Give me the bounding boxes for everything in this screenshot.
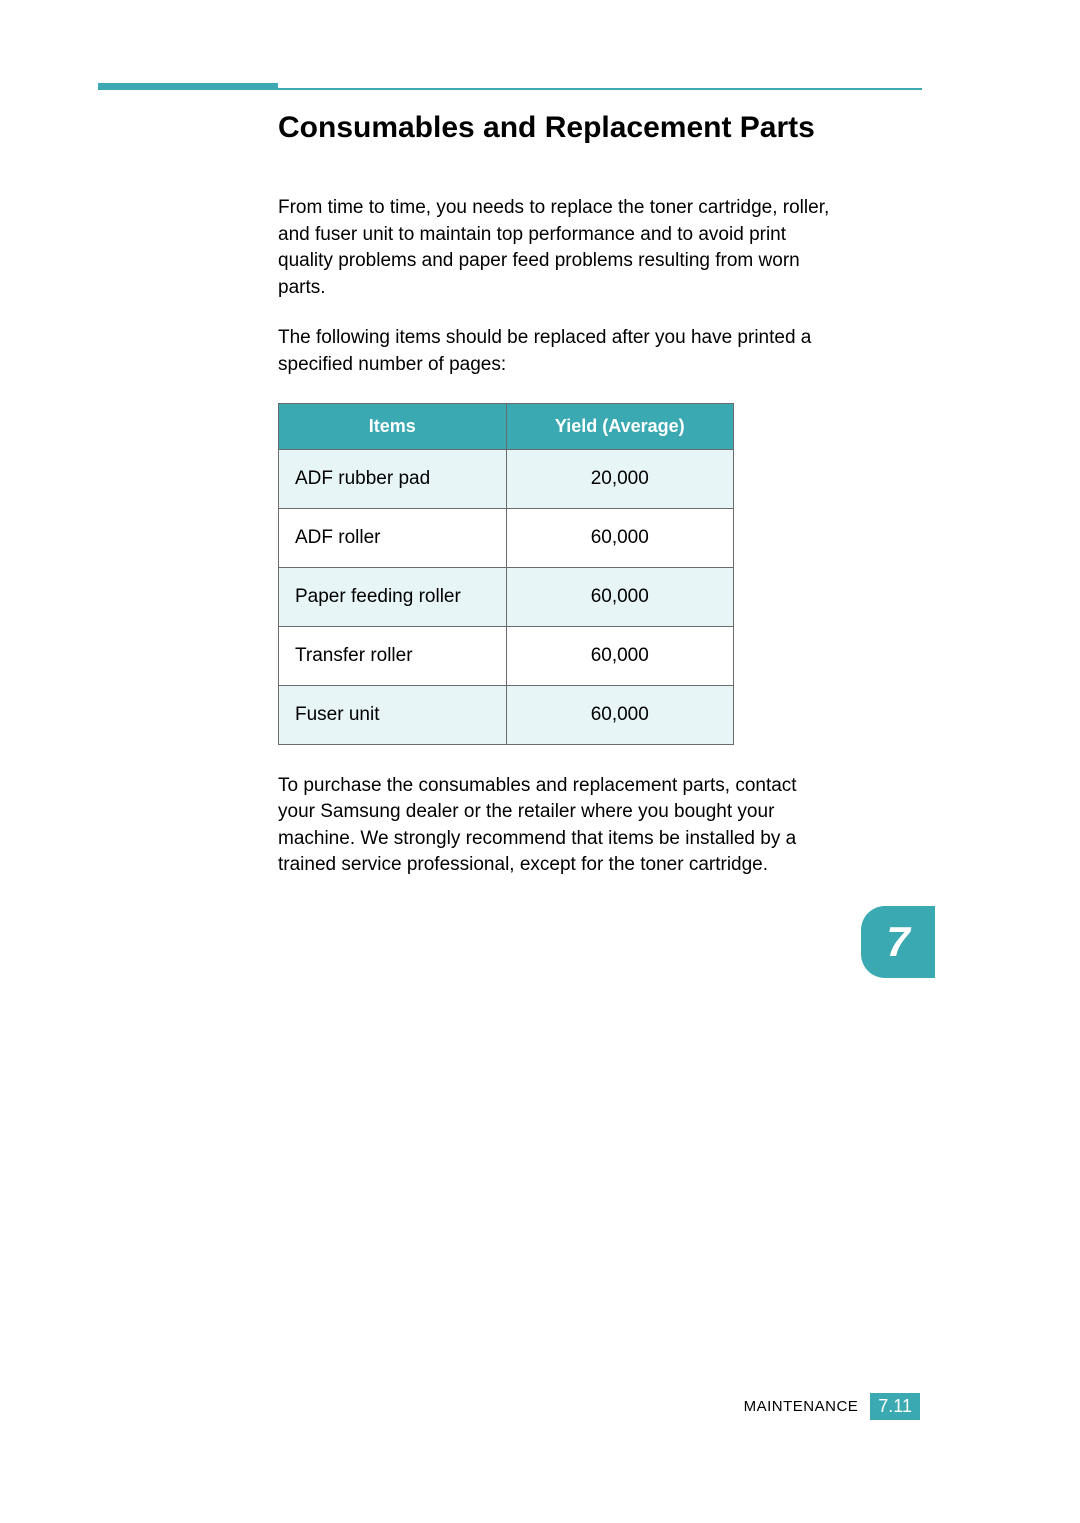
chapter-number: 7 <box>886 918 909 966</box>
cell-yield: 60,000 <box>506 685 734 744</box>
header-rule <box>98 88 922 90</box>
intro-paragraph-2: The following items should be replaced a… <box>278 325 838 378</box>
intro-paragraph-1: From time to time, you needs to replace … <box>278 195 838 301</box>
cell-item: Paper feeding roller <box>279 567 507 626</box>
table-row: Transfer roller 60,000 <box>279 626 734 685</box>
page-footer: MAINTENANCE 7.11 <box>744 1393 920 1420</box>
table-row: ADF rubber pad 20,000 <box>279 449 734 508</box>
cell-yield: 20,000 <box>506 449 734 508</box>
cell-item: ADF rubber pad <box>279 449 507 508</box>
table-header-row: Items Yield (Average) <box>279 403 734 449</box>
table-row: Fuser unit 60,000 <box>279 685 734 744</box>
footer-page-number: 7.11 <box>870 1393 920 1420</box>
main-content: Consumables and Replacement Parts From t… <box>278 108 838 903</box>
col-header-items: Items <box>279 403 507 449</box>
cell-item: Transfer roller <box>279 626 507 685</box>
cell-yield: 60,000 <box>506 508 734 567</box>
cell-item: ADF roller <box>279 508 507 567</box>
cell-item: Fuser unit <box>279 685 507 744</box>
cell-yield: 60,000 <box>506 567 734 626</box>
closing-paragraph: To purchase the consumables and replacem… <box>278 773 838 879</box>
col-header-yield: Yield (Average) <box>506 403 734 449</box>
parts-table: Items Yield (Average) ADF rubber pad 20,… <box>278 403 734 745</box>
page-title: Consumables and Replacement Parts <box>278 108 838 147</box>
cell-yield: 60,000 <box>506 626 734 685</box>
table-row: ADF roller 60,000 <box>279 508 734 567</box>
footer-section-label: MAINTENANCE <box>744 1398 859 1415</box>
table-row: Paper feeding roller 60,000 <box>279 567 734 626</box>
chapter-tab: 7 <box>861 906 935 978</box>
